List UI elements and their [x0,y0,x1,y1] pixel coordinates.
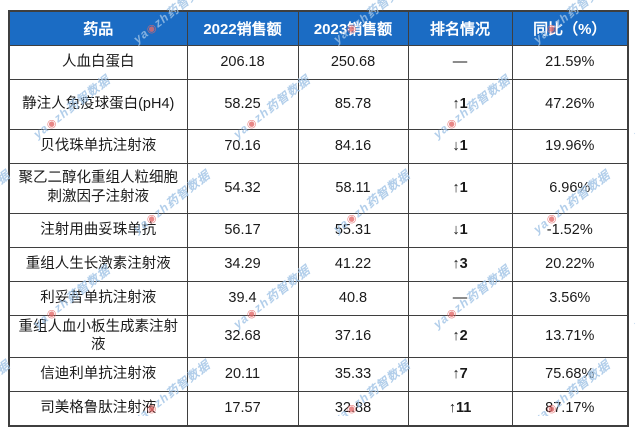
yoy-cell: 21.59% [511,44,629,80]
header-rank-change: 排名情况 [407,10,513,46]
yoy-cell: 3.56% [511,280,629,316]
sales-2022-cell: 58.25 [186,78,299,130]
drug-sales-table: 药品 2022销售额 2023销售额 排名情况 同比（%） 人血白蛋白 206.1… [8,10,629,427]
sales-2023-cell: 58.11 [297,162,409,214]
watermark-yaozh: ya◉zh药智数据 [630,120,635,142]
sales-2023-cell: 41.22 [297,246,409,282]
header-row: 药品 2022销售额 2023销售额 排名情况 同比（%） [8,10,629,46]
drug-name-cell: 利妥昔单抗注射液 [8,280,188,316]
rank-change-cell: ↑11 [407,391,513,427]
sales-2023-cell: 84.16 [297,128,409,164]
header-drug: 药品 [8,10,188,46]
sales-2023-cell: 40.8 [297,280,409,316]
table-row: 司美格鲁肽注射液 17.57 32.88 ↑11 87.17% [8,391,629,427]
drug-name-cell: 信迪利单抗注射液 [8,357,188,393]
drug-name-cell: 静注人免疫球蛋白(pH4) [8,78,188,130]
rank-change-cell: ↓1 [407,212,513,248]
sales-2022-cell: 56.17 [186,212,299,248]
sales-2022-cell: 17.57 [186,391,299,427]
sales-2022-cell: 32.68 [186,314,299,359]
drug-name-cell: 聚乙二醇化重组人粒细胞刺激因子注射液 [8,162,188,214]
table-row: 重组人生长激素注射液 34.29 41.22 ↑3 20.22% [8,246,629,282]
table-row: 信迪利单抗注射液 20.11 35.33 ↑7 75.68% [8,357,629,393]
table-body: 人血白蛋白 206.18 250.68—21.59% 静注人免疫球蛋白(pH4) 58.… [8,44,629,427]
header-yoy: 同比（%） [511,10,629,46]
sales-2022-cell: 34.29 [186,246,299,282]
rank-change-cell: ↓1 [407,128,513,164]
yoy-cell: -1.52% [511,212,629,248]
sales-2023-cell: 250.68 [297,44,409,80]
yoy-cell: 20.22% [511,246,629,282]
sales-2022-cell: 39.4 [186,280,299,316]
yoy-cell: 19.96% [511,128,629,164]
sales-2023-cell: 55.31 [297,212,409,248]
table-row: 利妥昔单抗注射液 39.4 40.8—3.56% [8,280,629,316]
sales-2022-cell: 70.16 [186,128,299,164]
sales-2022-cell: 206.18 [186,44,299,80]
table-header: 药品 2022销售额 2023销售额 排名情况 同比（%） [8,10,629,46]
rank-change-cell: ↑7 [407,357,513,393]
table-row: 贝伐珠单抗注射液 70.16 84.16 ↓1 19.96% [8,128,629,164]
rank-change-cell: — [407,280,513,316]
yoy-cell: 87.17% [511,391,629,427]
rank-change-cell: ↑3 [407,246,513,282]
rank-change-cell: ↑1 [407,162,513,214]
rank-change-cell: — [407,44,513,80]
rank-change-cell: ↑2 [407,314,513,359]
table-row: 重组人血小板生成素注射液 32.68 37.16 ↑2 13.71% [8,314,629,359]
drug-name-cell: 贝伐珠单抗注射液 [8,128,188,164]
watermark-yaozh: ya◉zh药智数据 [630,310,635,332]
table-row: 聚乙二醇化重组人粒细胞刺激因子注射液 54.32 58.11 ↑1 6.96% [8,162,629,214]
drug-name-cell: 重组人生长激素注射液 [8,246,188,282]
yoy-cell: 13.71% [511,314,629,359]
yoy-cell: 75.68% [511,357,629,393]
header-sales-2023: 2023销售额 [297,10,409,46]
sales-2022-cell: 54.32 [186,162,299,214]
table-row: 注射用曲妥珠单抗 56.17 55.31 ↓1 -1.52% [8,212,629,248]
sales-2022-cell: 20.11 [186,357,299,393]
drug-sales-table-wrap: 药品 2022销售额 2023销售额 排名情况 同比（%） 人血白蛋白 206.1… [8,10,629,427]
rank-change-cell: ↑1 [407,78,513,130]
sales-2023-cell: 37.16 [297,314,409,359]
drug-name-cell: 重组人血小板生成素注射液 [8,314,188,359]
sales-2023-cell: 35.33 [297,357,409,393]
sales-2023-cell: 85.78 [297,78,409,130]
drug-name-cell: 人血白蛋白 [8,44,188,80]
table-row: 静注人免疫球蛋白(pH4) 58.25 85.78 ↑1 47.26% [8,78,629,130]
drug-name-cell: 注射用曲妥珠单抗 [8,212,188,248]
sales-2023-cell: 32.88 [297,391,409,427]
table-row: 人血白蛋白 206.18 250.68—21.59% [8,44,629,80]
header-sales-2022: 2022销售额 [186,10,299,46]
yoy-cell: 6.96% [511,162,629,214]
drug-name-cell: 司美格鲁肽注射液 [8,391,188,427]
yoy-cell: 47.26% [511,78,629,130]
